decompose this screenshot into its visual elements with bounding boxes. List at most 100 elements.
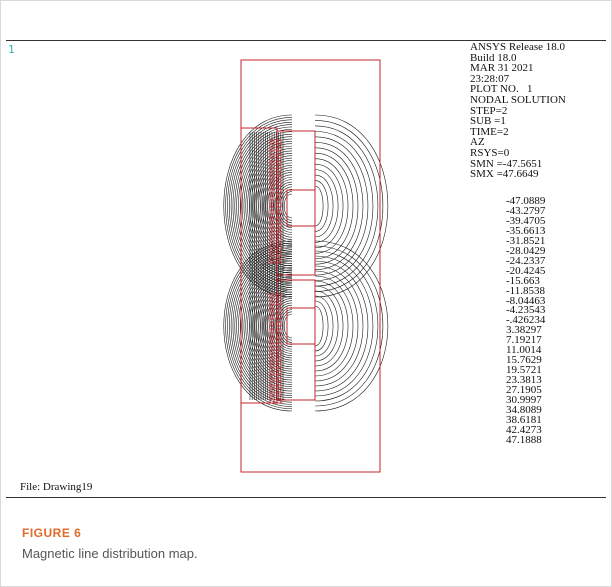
legend-value: 23.3813 — [506, 374, 542, 387]
coil-marker — [269, 391, 275, 397]
contour-line — [314, 152, 354, 260]
coil-marker — [276, 398, 282, 404]
legend-value: -43.2797 — [506, 204, 546, 217]
coil-marker — [276, 153, 282, 159]
info-line: 23:28:07 — [470, 72, 510, 85]
coil-marker — [276, 363, 282, 369]
coil-marker — [269, 335, 275, 341]
coil-marker — [276, 384, 282, 390]
legend-value: 15.7629 — [506, 354, 542, 367]
ansys-info-block: ANSYS Release 18.0 Build 18.0 MAR 31 2021 2… — [470, 42, 610, 180]
coil-marker — [269, 195, 275, 201]
legend-value: 3.38297 — [506, 324, 542, 337]
contour-line — [274, 181, 293, 231]
contour-line — [314, 240, 389, 412]
coil-marker — [269, 146, 275, 152]
contour-line — [251, 150, 293, 262]
legend-value: -11.8538 — [506, 284, 546, 297]
coil-marker — [269, 384, 275, 390]
legend-value: 7.19217 — [506, 334, 542, 347]
coil-marker — [276, 160, 282, 166]
contour-line — [252, 276, 293, 376]
figure-label: FIGURE 6 — [22, 526, 82, 540]
contour-line — [314, 250, 379, 402]
figure-caption: Magnetic line distribution map. — [22, 546, 198, 561]
legend-value: 34.8089 — [506, 404, 542, 417]
info-line: Build 18.0 — [470, 51, 517, 64]
coil-marker — [276, 342, 282, 348]
legend-value: 19.5721 — [506, 364, 542, 377]
coil-marker — [269, 349, 275, 355]
contour-line — [274, 302, 293, 350]
coil-marker — [269, 160, 275, 166]
legend-value: -35.6613 — [506, 224, 546, 237]
contour-line — [314, 180, 329, 232]
coil-marker — [269, 167, 275, 173]
coil-marker — [276, 321, 282, 327]
coil-marker — [269, 139, 275, 145]
coil-marker — [276, 244, 282, 250]
coil-marker — [269, 356, 275, 362]
coil-marker — [276, 377, 282, 383]
coil-marker — [269, 153, 275, 159]
coil-marker — [269, 398, 275, 404]
legend-value: 30.9997 — [506, 394, 542, 407]
legend-value: -31.8521 — [506, 234, 546, 247]
coil-marker — [269, 223, 275, 229]
model-boundary — [240, 59, 381, 473]
coil-marker — [269, 314, 275, 320]
contour-line — [314, 305, 324, 347]
contour-line — [314, 142, 364, 270]
contour-line — [314, 275, 354, 377]
coil-marker — [276, 188, 282, 194]
contour-line — [314, 295, 334, 357]
coil-marker — [276, 293, 282, 299]
contour-line — [282, 311, 293, 341]
contour-line — [314, 169, 339, 243]
legend-value: -.426234 — [506, 314, 546, 327]
coil-marker — [276, 230, 282, 236]
info-line: STEP=2 — [470, 104, 508, 117]
coil-marker — [276, 146, 282, 152]
coil-marker — [276, 209, 282, 215]
coil-marker — [269, 202, 275, 208]
contour-line — [314, 136, 369, 276]
contour-line — [314, 270, 359, 382]
contour-line — [238, 258, 293, 394]
coil-marker — [269, 216, 275, 222]
coil-marker — [269, 363, 275, 369]
coil-marker — [269, 174, 275, 180]
info-line: PLOT NO. 1 — [470, 83, 533, 96]
coil-marker — [269, 307, 275, 313]
coil-marker — [269, 300, 275, 306]
coil-marker — [276, 391, 282, 397]
coil-marker — [276, 328, 282, 334]
coil-marker — [276, 167, 282, 173]
info-line: AZ — [470, 136, 485, 149]
contour-line — [283, 193, 293, 219]
coil-marker — [276, 251, 282, 257]
contour-line — [273, 179, 293, 233]
coil-marker — [269, 293, 275, 299]
coil-marker — [269, 188, 275, 194]
contour-line — [314, 174, 334, 238]
coil-marker — [269, 342, 275, 348]
info-line: TIME=2 — [470, 125, 509, 138]
legend-value: -24.2337 — [506, 254, 546, 267]
coil-marker — [269, 377, 275, 383]
coil-marker — [276, 181, 282, 187]
coil-marker — [276, 356, 282, 362]
coil-marker — [269, 209, 275, 215]
contour-line — [314, 260, 369, 392]
file-label: File: Drawing19 — [20, 481, 93, 493]
contour-line — [271, 176, 293, 236]
coil-markers — [269, 139, 282, 404]
coil-marker — [269, 258, 275, 264]
coil-marker — [276, 370, 282, 376]
info-line: NODAL SOLUTION — [470, 93, 566, 106]
coil-marker — [276, 174, 282, 180]
lower-magnet — [286, 307, 316, 345]
coil-marker — [276, 258, 282, 264]
contour-legend: -47.0889 -43.2797 -39.4705 -35.6613 -31.8521… — [506, 196, 606, 446]
